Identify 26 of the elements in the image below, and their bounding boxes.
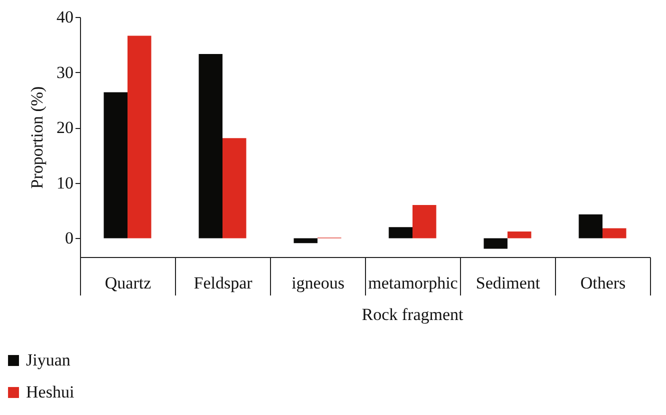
x-tick-label: Feldspar: [194, 274, 253, 292]
bar: [104, 92, 128, 238]
y-tick-label: 10: [56, 173, 74, 192]
legend-label: Heshui: [26, 382, 74, 402]
bar: [222, 138, 246, 238]
bar: [128, 36, 152, 238]
bar: [412, 205, 436, 238]
bar: [484, 238, 508, 249]
y-tick-label: 0: [65, 228, 74, 248]
y-axis-title: Proportion (%): [28, 86, 46, 189]
legend-label: Jiyuan: [26, 350, 71, 370]
bar: [294, 238, 318, 244]
bar: [578, 214, 602, 238]
x-tick-label: metamorphic: [368, 274, 458, 292]
y-tick-label: 40: [56, 8, 74, 26]
bar: [508, 232, 532, 238]
text: Rock fragment: [362, 305, 464, 324]
bar: [388, 227, 412, 238]
bar: [602, 228, 626, 238]
x-tick-label: igneous: [292, 274, 344, 292]
bar: [198, 54, 222, 238]
x-tick-label: Sediment: [476, 274, 540, 292]
x-tick-label: Others: [580, 274, 626, 292]
y-tick-label: 20: [56, 118, 74, 138]
y-tick-label: 30: [56, 62, 74, 82]
x-tick-label: Quartz: [104, 274, 152, 292]
